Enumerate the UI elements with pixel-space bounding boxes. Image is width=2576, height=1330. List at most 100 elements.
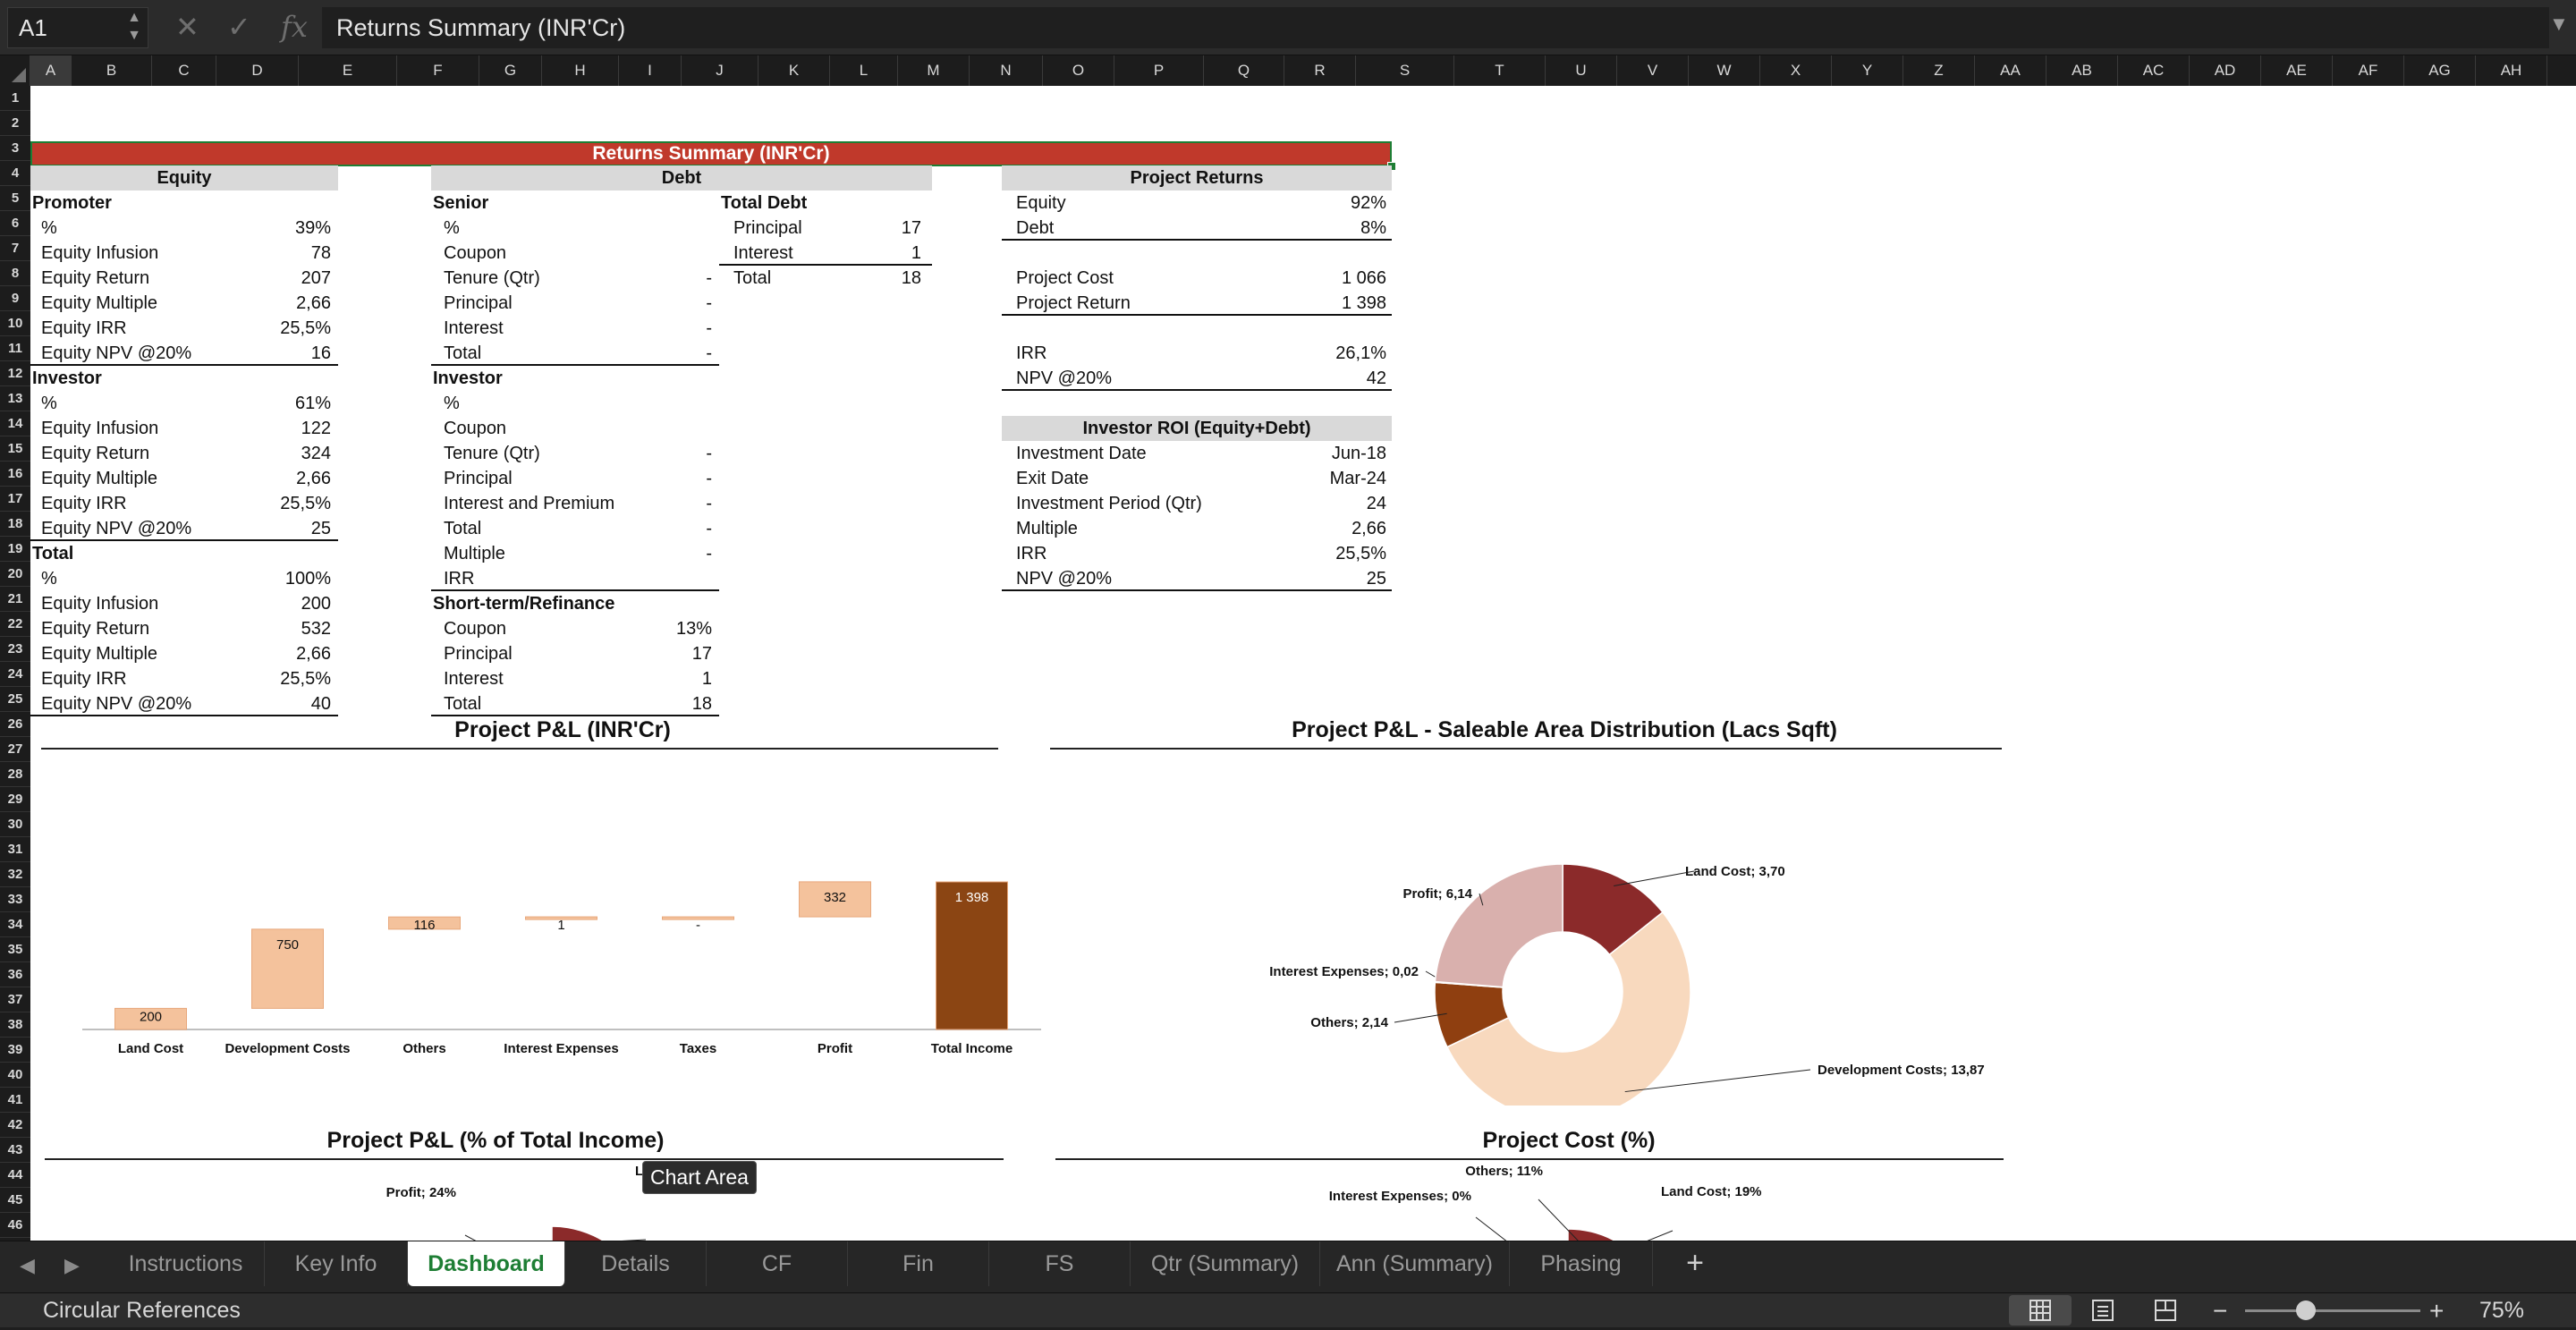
sheet-tab-ann-summary[interactable]: Ann (Summary) [1320, 1241, 1510, 1286]
row-header[interactable]: 44 [0, 1163, 30, 1188]
tbl-equity-row[interactable]: Equity Multiple 2,66 [30, 291, 338, 316]
column-header[interactable]: G [479, 55, 542, 86]
column-header[interactable]: K [758, 55, 830, 86]
column-header[interactable]: AF [2333, 55, 2404, 86]
doughnut-slice[interactable] [1567, 1228, 1659, 1241]
tbl-returns-row[interactable]: IRR 26,1% [1002, 341, 1392, 366]
column-header[interactable]: I [619, 55, 682, 86]
doughnut-slice[interactable] [1434, 863, 1563, 988]
tbl-equity-row[interactable]: Equity Multiple 2,66 [30, 641, 338, 666]
tbl-totaldebt-row[interactable]: Principal 17 [719, 216, 932, 241]
tbl-debt-row[interactable]: Interest - [431, 316, 719, 341]
row-header[interactable]: 5 [0, 186, 30, 211]
project-cost-doughnut-chart[interactable]: Land Cost; 19% Others; 11% Interest Expens… [1055, 1164, 2004, 1241]
tbl-debt-row[interactable]: Total - [431, 516, 719, 541]
column-header[interactable]: X [1760, 55, 1832, 86]
row-header[interactable]: 29 [0, 787, 30, 812]
column-header[interactable]: J [682, 55, 758, 86]
column-header[interactable]: T [1454, 55, 1546, 86]
tbl-totaldebt-row[interactable]: Interest 1 [719, 241, 932, 266]
row-header[interactable]: 16 [0, 462, 30, 487]
column-header[interactable]: AD [2190, 55, 2261, 86]
tbl-equity-row[interactable]: Total [30, 541, 338, 566]
tbl-debt-row[interactable]: Coupon [431, 416, 719, 441]
sheet-tab-qtr-summary[interactable]: Qtr (Summary) [1131, 1241, 1320, 1286]
column-header[interactable]: L [830, 55, 898, 86]
tbl-debt-row[interactable]: Principal - [431, 466, 719, 491]
waterfall-bar[interactable] [525, 916, 597, 920]
row-header[interactable]: 34 [0, 912, 30, 937]
tbl-debt-row[interactable]: Senior [431, 191, 719, 216]
returns-summary-title[interactable]: Returns Summary (INR'Cr) [30, 141, 1392, 166]
row-header[interactable]: 35 [0, 937, 30, 962]
row-header[interactable]: 36 [0, 962, 30, 987]
tbl-debt-row[interactable]: Interest and Premium - [431, 491, 719, 516]
tbl-roi-row[interactable]: Multiple 2,66 [1002, 516, 1392, 541]
row-header[interactable]: 27 [0, 737, 30, 762]
tbl-debt-row[interactable]: Total 18 [431, 691, 719, 716]
zoom-in-button[interactable]: + [2429, 1297, 2445, 1325]
tbl-debt-row[interactable]: Total - [431, 341, 719, 366]
column-header[interactable]: P [1114, 55, 1204, 86]
tbl-equity-row[interactable]: Equity Return 532 [30, 616, 338, 641]
tbl-debt-row[interactable]: Short-term/Refinance [431, 591, 719, 616]
page-layout-view-button[interactable] [2072, 1295, 2134, 1326]
sheet-tab-fin[interactable]: Fin [848, 1241, 989, 1286]
tbl-debt-row[interactable]: Principal - [431, 291, 719, 316]
column-header[interactable]: D [216, 55, 299, 86]
row-header[interactable]: 31 [0, 837, 30, 862]
row-header[interactable]: 42 [0, 1113, 30, 1138]
sheet-tab-key-info[interactable]: Key Info [265, 1241, 408, 1286]
row-header[interactable]: 23 [0, 637, 30, 662]
tbl-totaldebt-row[interactable]: Total 18 [719, 266, 932, 291]
tbl-roi-row[interactable]: Exit Date Mar-24 [1002, 466, 1392, 491]
formula-input[interactable]: Returns Summary (INR'Cr) [322, 7, 2549, 48]
doughnut-slice[interactable] [1445, 911, 1691, 1106]
saleable-area-doughnut-chart[interactable]: Land Cost; 3,70 Development Costs; 13,87 O… [1050, 757, 2002, 1106]
tbl-roi-row[interactable]: IRR 25,5% [1002, 541, 1392, 566]
row-header[interactable]: 41 [0, 1088, 30, 1113]
column-header[interactable]: M [898, 55, 970, 86]
row-header[interactable]: 9 [0, 286, 30, 311]
row-header[interactable]: 30 [0, 812, 30, 837]
tbl-equity-row[interactable]: Investor [30, 366, 338, 391]
column-header[interactable]: U [1546, 55, 1617, 86]
tbl-equity-row[interactable]: Equity Infusion 78 [30, 241, 338, 266]
tbl-debt-row[interactable]: Interest 1 [431, 666, 719, 691]
name-box[interactable]: A1 [7, 7, 148, 48]
column-header[interactable]: AB [2046, 55, 2118, 86]
row-header[interactable]: 14 [0, 411, 30, 436]
column-header[interactable]: AH [2476, 55, 2547, 86]
tbl-debt-row[interactable]: Coupon 13% [431, 616, 719, 641]
normal-view-button[interactable] [2009, 1295, 2072, 1326]
row-header[interactable]: 15 [0, 436, 30, 462]
tbl-debt-row[interactable]: % [431, 216, 719, 241]
row-header[interactable]: 46 [0, 1213, 30, 1238]
tbl-debt-row[interactable]: IRR [431, 566, 719, 591]
waterfall-bar[interactable] [388, 916, 461, 930]
tbl-returns-row[interactable]: Equity 92% [1002, 191, 1392, 216]
waterfall-bar[interactable] [251, 928, 324, 1009]
row-header[interactable]: 1 [0, 86, 30, 111]
row-header[interactable]: 19 [0, 537, 30, 562]
row-header[interactable]: 25 [0, 687, 30, 712]
tbl-returns-row[interactable]: Project Cost 1 066 [1002, 266, 1392, 291]
chevron-down-icon[interactable]: ▼ [2549, 13, 2569, 35]
sheet-tab-phasing[interactable]: Phasing [1510, 1241, 1653, 1286]
row-header[interactable]: 18 [0, 512, 30, 537]
cancel-icon[interactable]: ✕ [175, 11, 199, 43]
tbl-equity-row[interactable]: Equity IRR 25,5% [30, 316, 338, 341]
column-header[interactable]: C [152, 55, 216, 86]
tbl-equity-row[interactable]: Equity Return 207 [30, 266, 338, 291]
column-header[interactable]: O [1043, 55, 1114, 86]
tbl-equity-row[interactable]: Equity Return 324 [30, 441, 338, 466]
row-header[interactable]: 32 [0, 862, 30, 887]
row-header[interactable]: 17 [0, 487, 30, 512]
row-header[interactable]: 20 [0, 562, 30, 587]
row-header[interactable]: 8 [0, 261, 30, 286]
tbl-returns-row[interactable] [1002, 316, 1392, 341]
column-header[interactable]: V [1617, 55, 1689, 86]
page-break-view-button[interactable] [2134, 1295, 2197, 1326]
tbl-equity-row[interactable]: Equity NPV @20% 40 [30, 691, 338, 716]
row-header[interactable]: 40 [0, 1063, 30, 1088]
